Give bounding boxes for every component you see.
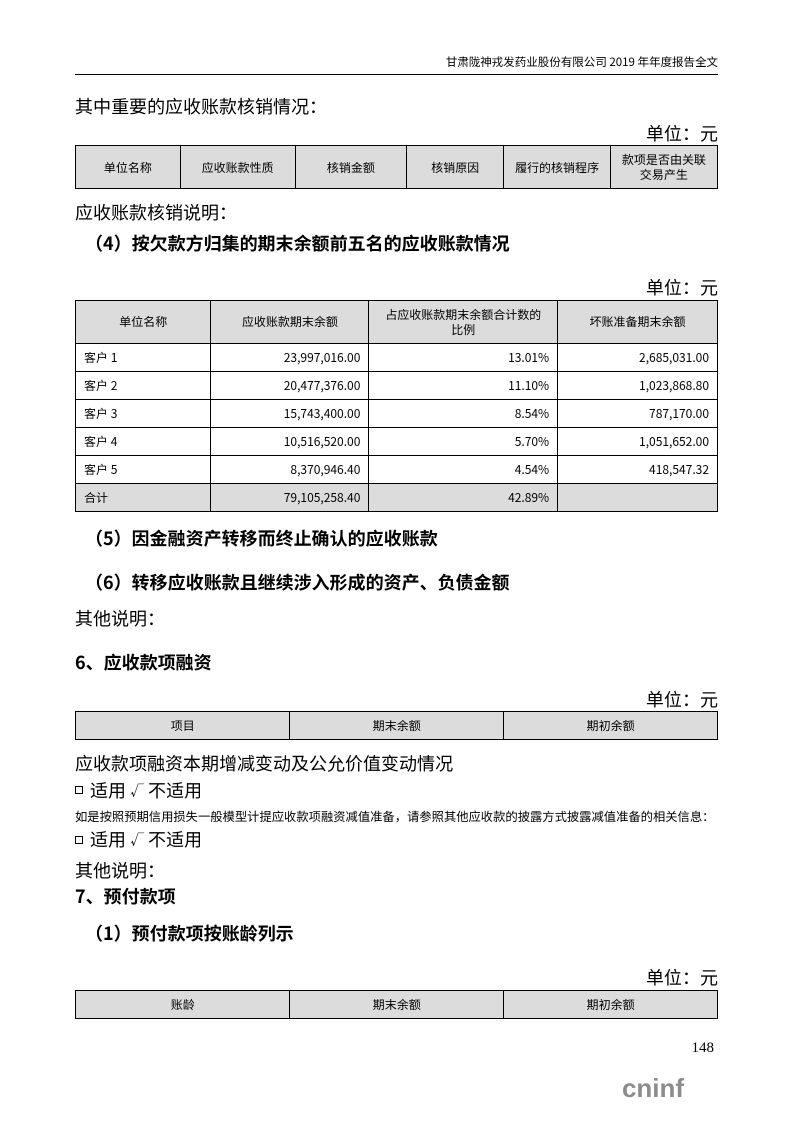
svg-text:cninf: cninf bbox=[622, 1073, 684, 1103]
